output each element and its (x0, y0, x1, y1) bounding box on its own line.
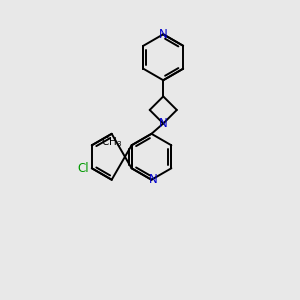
Text: N: N (159, 28, 168, 41)
Text: Cl: Cl (78, 162, 89, 175)
Text: N: N (148, 173, 157, 186)
Text: CH$_3$: CH$_3$ (101, 135, 122, 149)
Text: N: N (159, 117, 168, 130)
